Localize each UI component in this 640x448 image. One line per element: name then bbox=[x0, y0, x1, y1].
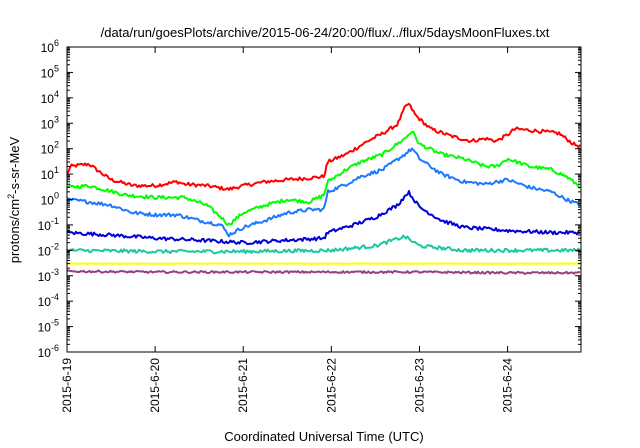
y-tick-label: 10-6 bbox=[38, 343, 59, 360]
y-tick-label: 10-2 bbox=[38, 241, 59, 258]
x-tick-label: 2015-6-20 bbox=[148, 358, 162, 413]
y-axis-label-superscript: 2 bbox=[6, 194, 16, 199]
y-tick-label: 105 bbox=[41, 63, 59, 80]
series-line-2 bbox=[66, 130, 581, 227]
series-line-3 bbox=[66, 147, 581, 238]
x-tick-label: 2015-6-19 bbox=[60, 358, 74, 413]
y-tick-label: 102 bbox=[41, 140, 59, 157]
series-line-1 bbox=[66, 102, 581, 191]
y-axis-label-main: protons/cm bbox=[7, 199, 22, 263]
y-tick-label: 106 bbox=[41, 38, 59, 55]
y-axis-label: protons/cm2-s-sr-MeV bbox=[6, 136, 22, 263]
y-tick-label: 10-4 bbox=[38, 292, 59, 309]
series-line-4 bbox=[66, 190, 581, 245]
x-tick-label: 2015-6-21 bbox=[236, 358, 250, 413]
y-tick-label: 10-5 bbox=[38, 318, 59, 335]
y-axis: 10-6 10-5 10-4 10-3 10-2 10-1 100 101 102 103 104 1… bbox=[38, 38, 581, 360]
chart-title: /data/run/goesPlots/archive/2015-06-24/2… bbox=[101, 25, 550, 40]
x-tick-label: 2015-6-22 bbox=[324, 358, 338, 413]
series-line-7 bbox=[66, 269, 581, 275]
y-tick-label: 10-1 bbox=[38, 216, 59, 233]
y-tick-label: 103 bbox=[41, 114, 59, 131]
y-tick-label: 100 bbox=[41, 191, 59, 208]
x-tick-label: 2015-6-24 bbox=[501, 358, 515, 413]
series-layer bbox=[66, 102, 581, 275]
x-axis: 2015-6-19 2015-6-20 2015-6-21 2015-6-22 2015… bbox=[60, 47, 515, 413]
series-line-6 bbox=[66, 262, 581, 265]
x-axis-label: Coordinated Universal Time (UTC) bbox=[224, 429, 423, 444]
y-axis-label-rest: -s-sr-MeV bbox=[7, 136, 22, 193]
y-tick-label: 10-3 bbox=[38, 267, 59, 284]
y-tick-label: 104 bbox=[41, 89, 59, 106]
y-tick-label: 101 bbox=[41, 165, 59, 182]
plot-frame bbox=[66, 46, 582, 353]
x-tick-label: 2015-6-23 bbox=[412, 358, 426, 413]
series-line-5 bbox=[66, 234, 581, 255]
